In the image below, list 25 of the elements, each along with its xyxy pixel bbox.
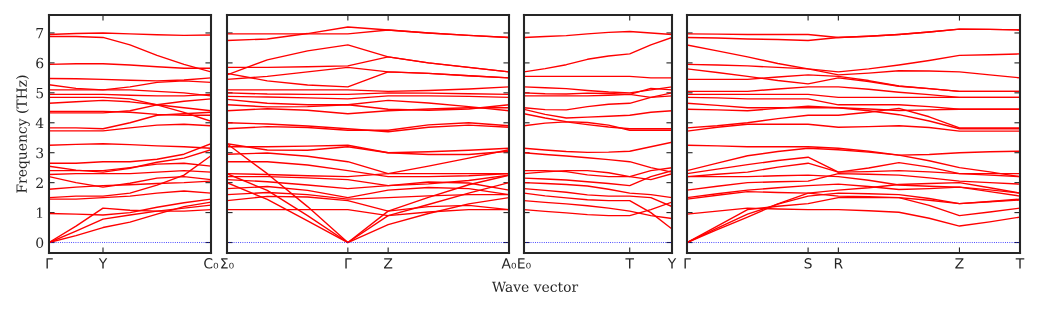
y-tick-label: 1: [37, 207, 43, 218]
y-tick-label: 2: [36, 177, 43, 188]
x-tick-label: Γ: [345, 258, 352, 269]
x-tick-label: R: [834, 258, 843, 269]
x-tick-label: Z: [384, 258, 393, 269]
y-tick-label: 3: [36, 147, 44, 159]
x-tick-label: E₀: [518, 258, 531, 269]
y-tick-label: 6: [36, 57, 44, 69]
x-tick-label: Y: [98, 258, 108, 269]
x-tick-label: Σ₀: [221, 258, 234, 269]
y-axis-title: Frequency (THz): [16, 75, 30, 193]
x-axis-title: Wave vector: [491, 281, 579, 293]
x-tick-label: Z: [955, 258, 964, 269]
y-tick-label: 7: [36, 28, 44, 39]
x-tick-label: T: [1015, 258, 1025, 269]
y-tick-label: 0: [36, 237, 44, 248]
y-tick-label: 5: [36, 87, 44, 99]
x-tick-label: T: [625, 258, 634, 269]
x-tick-label: A₀: [501, 258, 517, 269]
x-tick-label: S: [804, 258, 812, 269]
x-tick-label: Y: [667, 258, 677, 269]
y-tick-label: 4: [35, 117, 44, 129]
x-tick-label: Γ: [46, 258, 53, 269]
x-tick-label: Γ: [684, 258, 691, 269]
x-tick-label: C₀: [204, 258, 219, 269]
